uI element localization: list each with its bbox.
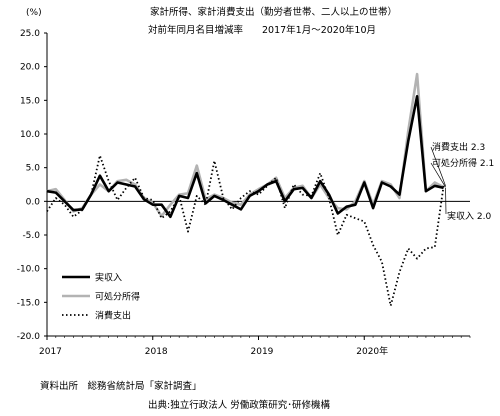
source-note: 資料出所 総務省統計局「家計調査」 bbox=[40, 381, 202, 392]
chart-title: 家計所得、家計消費支出（勤労者世帯、二人以上の世帯） bbox=[150, 7, 398, 18]
y-axis-unit-label: (%) bbox=[26, 8, 42, 18]
x-tick-label: 2020年 bbox=[356, 345, 388, 357]
series-line-jisshunyu bbox=[46, 95, 444, 219]
y-tick-label: 15.0 bbox=[20, 96, 40, 106]
series-end-annotation: 可処分所得 2.1 bbox=[432, 157, 494, 169]
y-tick-label: -10.0 bbox=[17, 265, 41, 275]
legend-label: 可処分所得 bbox=[95, 291, 140, 303]
legend-label: 実収入 bbox=[95, 272, 122, 284]
annotation-leader-line bbox=[430, 146, 446, 186]
y-tick-label: 5.0 bbox=[26, 164, 41, 174]
annotation-leader-line bbox=[430, 162, 446, 188]
y-tick-label: -5.0 bbox=[22, 231, 40, 241]
series-end-annotation: 実収入 2.0 bbox=[447, 210, 491, 222]
y-tick-label: 20.0 bbox=[20, 63, 40, 73]
y-tick-label: 0.0 bbox=[26, 197, 41, 207]
y-tick-label: -20.0 bbox=[17, 332, 41, 342]
y-tick-label: -15.0 bbox=[17, 298, 41, 308]
credit-note: 出典:独立行政法人 労働政策研究･研修機構 bbox=[148, 400, 330, 411]
series-line-kashobun bbox=[46, 72, 445, 218]
legend-label: 消費支出 bbox=[95, 310, 131, 322]
series-line-shohi bbox=[46, 154, 445, 307]
x-tick-label: 2019 bbox=[251, 347, 274, 357]
y-tick-label: 25.0 bbox=[20, 29, 40, 39]
chart-subtitle: 対前年同月名目増減率 2017年1月～2020年10月 bbox=[148, 25, 376, 36]
x-tick-label: 2017 bbox=[39, 347, 62, 357]
y-tick-label: 10.0 bbox=[20, 130, 40, 140]
series-end-annotation: 消費支出 2.3 bbox=[432, 141, 485, 153]
x-tick-label: 2018 bbox=[145, 347, 168, 357]
